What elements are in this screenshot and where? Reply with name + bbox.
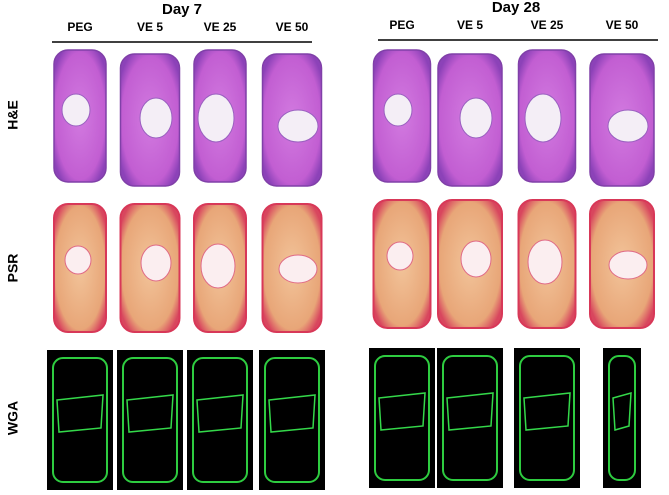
column-label: VE 5 [457, 18, 483, 32]
he-cavity [197, 93, 235, 143]
he-cavity [61, 93, 91, 127]
wga-panel [514, 348, 580, 488]
wga-cavity [126, 394, 174, 433]
psr-cavity [386, 241, 414, 271]
psr-cavity [460, 240, 492, 278]
wga-panel [437, 348, 503, 488]
wga-cavity [196, 394, 244, 433]
wga-outline [52, 357, 108, 483]
column-label: PEG [389, 18, 414, 32]
row-label: WGA [5, 401, 21, 435]
wga-outline [264, 357, 320, 483]
psr-cavity [64, 245, 92, 275]
column-label: VE 25 [204, 20, 237, 34]
he-cavity [459, 97, 493, 139]
column-label: VE 50 [606, 18, 639, 32]
wga-cavity [56, 394, 104, 433]
wga-cavity [446, 392, 494, 431]
wga-outline [519, 355, 575, 481]
group-title: Day 28 [492, 0, 540, 16]
he-cavity [383, 93, 413, 127]
wga-cavity [523, 392, 571, 431]
wga-cavity [268, 394, 316, 433]
row-label: PSR [5, 254, 21, 283]
he-cavity [277, 109, 319, 143]
wga-outline [374, 355, 430, 481]
he-cavity [524, 93, 562, 143]
psr-cavity [527, 239, 563, 285]
wga-panel [187, 350, 253, 490]
wga-panel [117, 350, 183, 490]
wga-panel [47, 350, 113, 490]
wga-cavity [378, 392, 426, 431]
column-label: VE 50 [276, 20, 309, 34]
psr-cavity [200, 243, 236, 289]
wga-outline [608, 355, 636, 481]
wga-outline [122, 357, 178, 483]
psr-cavity [608, 250, 648, 280]
wga-outline [442, 355, 498, 481]
wga-cavity [612, 391, 632, 431]
he-cavity [607, 109, 649, 143]
psr-cavity [278, 254, 318, 284]
column-label: PEG [67, 20, 92, 34]
wga-panel [369, 348, 435, 488]
group-title: Day 7 [162, 1, 202, 18]
row-label: H&E [5, 100, 21, 130]
wga-panel [259, 350, 325, 490]
column-label: VE 25 [531, 18, 564, 32]
wga-outline [192, 357, 248, 483]
column-label: VE 5 [137, 20, 163, 34]
psr-cavity [140, 244, 172, 282]
he-cavity [139, 97, 173, 139]
